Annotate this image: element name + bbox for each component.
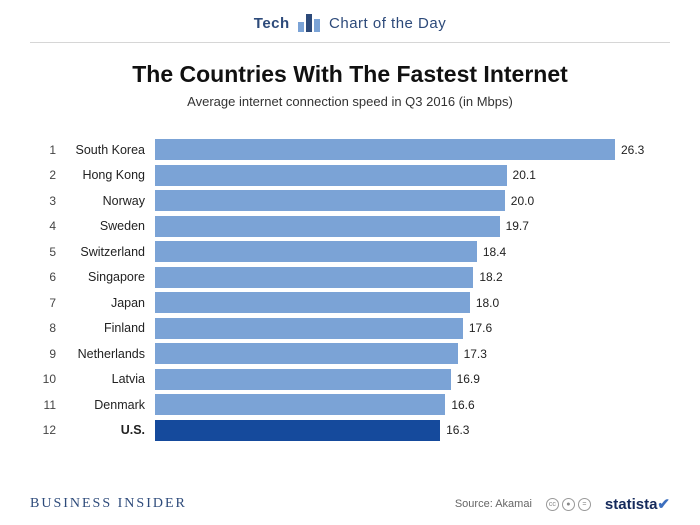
header-chartofday-label: Chart of the Day [329, 15, 446, 32]
bar [155, 241, 477, 262]
rank-label: 11 [40, 398, 62, 412]
bar [155, 139, 615, 160]
rank-label: 9 [40, 347, 62, 361]
bar [155, 369, 451, 390]
chart-row: 4Sweden 19.7 [40, 214, 660, 240]
chart-row: 6Singapore 18.2 [40, 265, 660, 291]
country-label: Netherlands [62, 347, 155, 361]
cc-icon: cc [546, 498, 559, 511]
source-label: Source: Akamai [455, 498, 532, 510]
chart-row: 11Denmark 16.6 [40, 392, 660, 418]
country-label: Denmark [62, 398, 155, 412]
country-label: Norway [62, 194, 155, 208]
rank-label: 2 [40, 168, 62, 182]
chart-row: 2Hong Kong 20.1 [40, 163, 660, 189]
bar-area: 18.2 [155, 267, 660, 288]
rank-label: 1 [40, 143, 62, 157]
value-label: 26.3 [621, 143, 644, 157]
bar [155, 165, 507, 186]
footer: BUSINESS INSIDER Source: Akamai cc ● = s… [30, 495, 670, 513]
bar [155, 420, 440, 441]
header-bar: Tech Chart of the Day [30, 0, 670, 43]
chart-title: The Countries With The Fastest Internet [0, 61, 700, 88]
bar-area: 16.6 [155, 394, 660, 415]
chart-row: 8Finland 17.6 [40, 316, 660, 342]
country-label: South Korea [62, 143, 155, 157]
cc-nd-icon: = [578, 498, 591, 511]
value-label: 17.3 [464, 347, 487, 361]
chart-row: 10Latvia 16.9 [40, 367, 660, 393]
chart-row: 12U.S. 16.3 [40, 418, 660, 444]
rank-label: 5 [40, 245, 62, 259]
bar [155, 318, 463, 339]
bar [155, 267, 473, 288]
brand-label: BUSINESS INSIDER [30, 496, 187, 512]
bar-area: 19.7 [155, 216, 660, 237]
bar-chart: 1South Korea 26.3 2Hong Kong 20.1 3Norway 20.… [40, 137, 660, 443]
chart-row: 5Switzerland 18.4 [40, 239, 660, 265]
bar [155, 292, 470, 313]
country-label: Sweden [62, 219, 155, 233]
title-block: The Countries With The Fastest Internet … [0, 61, 700, 109]
bar [155, 394, 445, 415]
bar-area: 26.3 [155, 139, 660, 160]
value-label: 16.3 [446, 423, 469, 437]
cc-by-icon: ● [562, 498, 575, 511]
rank-label: 3 [40, 194, 62, 208]
bar-chart-icon [298, 14, 320, 36]
bar-area: 16.9 [155, 369, 660, 390]
chart-row: 3Norway 20.0 [40, 188, 660, 214]
bar-area: 17.3 [155, 343, 660, 364]
bar-area: 18.4 [155, 241, 660, 262]
country-label: Switzerland [62, 245, 155, 259]
chart-row: 7Japan 18.0 [40, 290, 660, 316]
rank-label: 6 [40, 270, 62, 284]
country-label: Singapore [62, 270, 155, 284]
rank-label: 12 [40, 423, 62, 437]
rank-label: 8 [40, 321, 62, 335]
bar-area: 18.0 [155, 292, 660, 313]
bar-area: 17.6 [155, 318, 660, 339]
bar-area: 20.1 [155, 165, 660, 186]
rank-label: 7 [40, 296, 62, 310]
rank-label: 10 [40, 372, 62, 386]
cc-icons: cc ● = [546, 498, 591, 511]
value-label: 19.7 [506, 219, 529, 233]
bar [155, 216, 500, 237]
chart-subtitle: Average internet connection speed in Q3 … [0, 94, 700, 109]
bar [155, 190, 505, 211]
bar-area: 20.0 [155, 190, 660, 211]
rank-label: 4 [40, 219, 62, 233]
value-label: 18.4 [483, 245, 506, 259]
statista-logo: statista✔ [605, 495, 670, 513]
country-label: U.S. [62, 423, 155, 437]
footer-right: Source: Akamai cc ● = statista✔ [455, 495, 670, 513]
country-label: Japan [62, 296, 155, 310]
value-label: 17.6 [469, 321, 492, 335]
value-label: 16.9 [457, 372, 480, 386]
chart-row: 9Netherlands 17.3 [40, 341, 660, 367]
value-label: 20.1 [513, 168, 536, 182]
value-label: 20.0 [511, 194, 534, 208]
value-label: 18.0 [476, 296, 499, 310]
value-label: 16.6 [451, 398, 474, 412]
country-label: Hong Kong [62, 168, 155, 182]
bar [155, 343, 458, 364]
chart-row: 1South Korea 26.3 [40, 137, 660, 163]
header-tech-label: Tech [254, 15, 290, 32]
value-label: 18.2 [479, 270, 502, 284]
bar-area: 16.3 [155, 420, 660, 441]
country-label: Finland [62, 321, 155, 335]
country-label: Latvia [62, 372, 155, 386]
